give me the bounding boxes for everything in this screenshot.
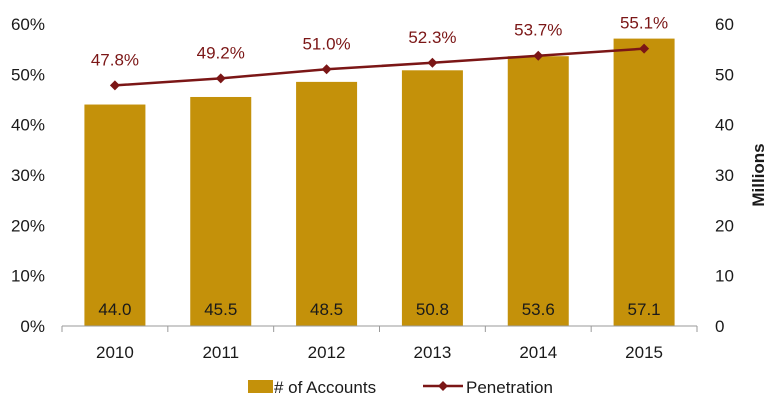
line-point bbox=[321, 64, 332, 75]
x-tick-label: 2010 bbox=[96, 343, 134, 362]
right-axis-ticks: 0 10 20 30 40 50 60 bbox=[715, 15, 734, 336]
right-tick-label: 30 bbox=[715, 166, 734, 185]
line-point bbox=[215, 73, 226, 84]
x-axis-ticks bbox=[61, 326, 698, 332]
legend: # of Accounts Penetration bbox=[248, 378, 553, 397]
right-axis-title: Millions bbox=[749, 143, 768, 206]
left-tick-label: 20% bbox=[11, 216, 45, 235]
bar bbox=[84, 104, 146, 327]
bar-value-label: 48.5 bbox=[310, 300, 343, 319]
line-point bbox=[639, 43, 650, 54]
right-tick-label: 20 bbox=[715, 216, 734, 235]
line-point bbox=[533, 50, 544, 61]
x-tick-label: 2012 bbox=[308, 343, 346, 362]
line-value-label: 51.0% bbox=[302, 34, 350, 53]
bar bbox=[296, 81, 358, 326]
bar bbox=[507, 56, 569, 327]
bar bbox=[401, 70, 463, 326]
right-tick-label: 10 bbox=[715, 267, 734, 286]
legend-label-penetration: Penetration bbox=[466, 378, 553, 397]
left-axis-ticks: 0% 10% 20% 30% 40% 50% 60% bbox=[11, 15, 45, 336]
x-tick-label: 2013 bbox=[414, 343, 452, 362]
x-tick-label: 2011 bbox=[202, 343, 239, 362]
left-tick-label: 40% bbox=[11, 116, 45, 135]
bar-series bbox=[84, 38, 675, 327]
line-value-label: 49.2% bbox=[197, 43, 245, 62]
penetration-line bbox=[114, 47, 645, 87]
legend-swatch-accounts bbox=[248, 380, 273, 393]
left-tick-label: 30% bbox=[11, 166, 45, 185]
bar bbox=[190, 96, 252, 326]
legend-marker-penetration bbox=[438, 381, 448, 391]
x-axis-tick-labels: 2010 2011 2012 2013 2014 2015 bbox=[96, 343, 663, 362]
bar-value-label: 50.8 bbox=[416, 300, 449, 319]
x-tick-label: 2014 bbox=[519, 343, 557, 362]
bar-value-label: 45.5 bbox=[204, 300, 237, 319]
right-tick-label: 60 bbox=[715, 15, 734, 34]
left-tick-label: 0% bbox=[20, 317, 45, 336]
legend-label-accounts: # of Accounts bbox=[274, 378, 376, 397]
left-tick-label: 50% bbox=[11, 65, 45, 84]
bar bbox=[613, 38, 675, 326]
line-point bbox=[109, 80, 120, 91]
bar-value-label: 57.1 bbox=[628, 300, 661, 319]
bar-value-label: 44.0 bbox=[98, 300, 131, 319]
right-tick-label: 0 bbox=[715, 317, 724, 336]
left-tick-label: 10% bbox=[11, 267, 45, 286]
line-data-labels: 47.8% 49.2% 51.0% 52.3% 53.7% 55.1% bbox=[91, 14, 668, 70]
line-value-label: 55.1% bbox=[620, 14, 668, 33]
right-tick-label: 50 bbox=[715, 65, 734, 84]
line-value-label: 47.8% bbox=[91, 50, 139, 69]
line-value-label: 53.7% bbox=[514, 21, 562, 40]
bar-data-labels: 44.0 45.5 48.5 50.8 53.6 57.1 bbox=[98, 300, 660, 319]
right-tick-label: 40 bbox=[715, 116, 734, 135]
left-tick-label: 60% bbox=[11, 15, 45, 34]
line-series bbox=[109, 43, 650, 91]
bar-value-label: 53.6 bbox=[522, 300, 555, 319]
line-point bbox=[427, 57, 438, 68]
x-tick-label: 2015 bbox=[625, 343, 663, 362]
line-value-label: 52.3% bbox=[408, 28, 456, 47]
